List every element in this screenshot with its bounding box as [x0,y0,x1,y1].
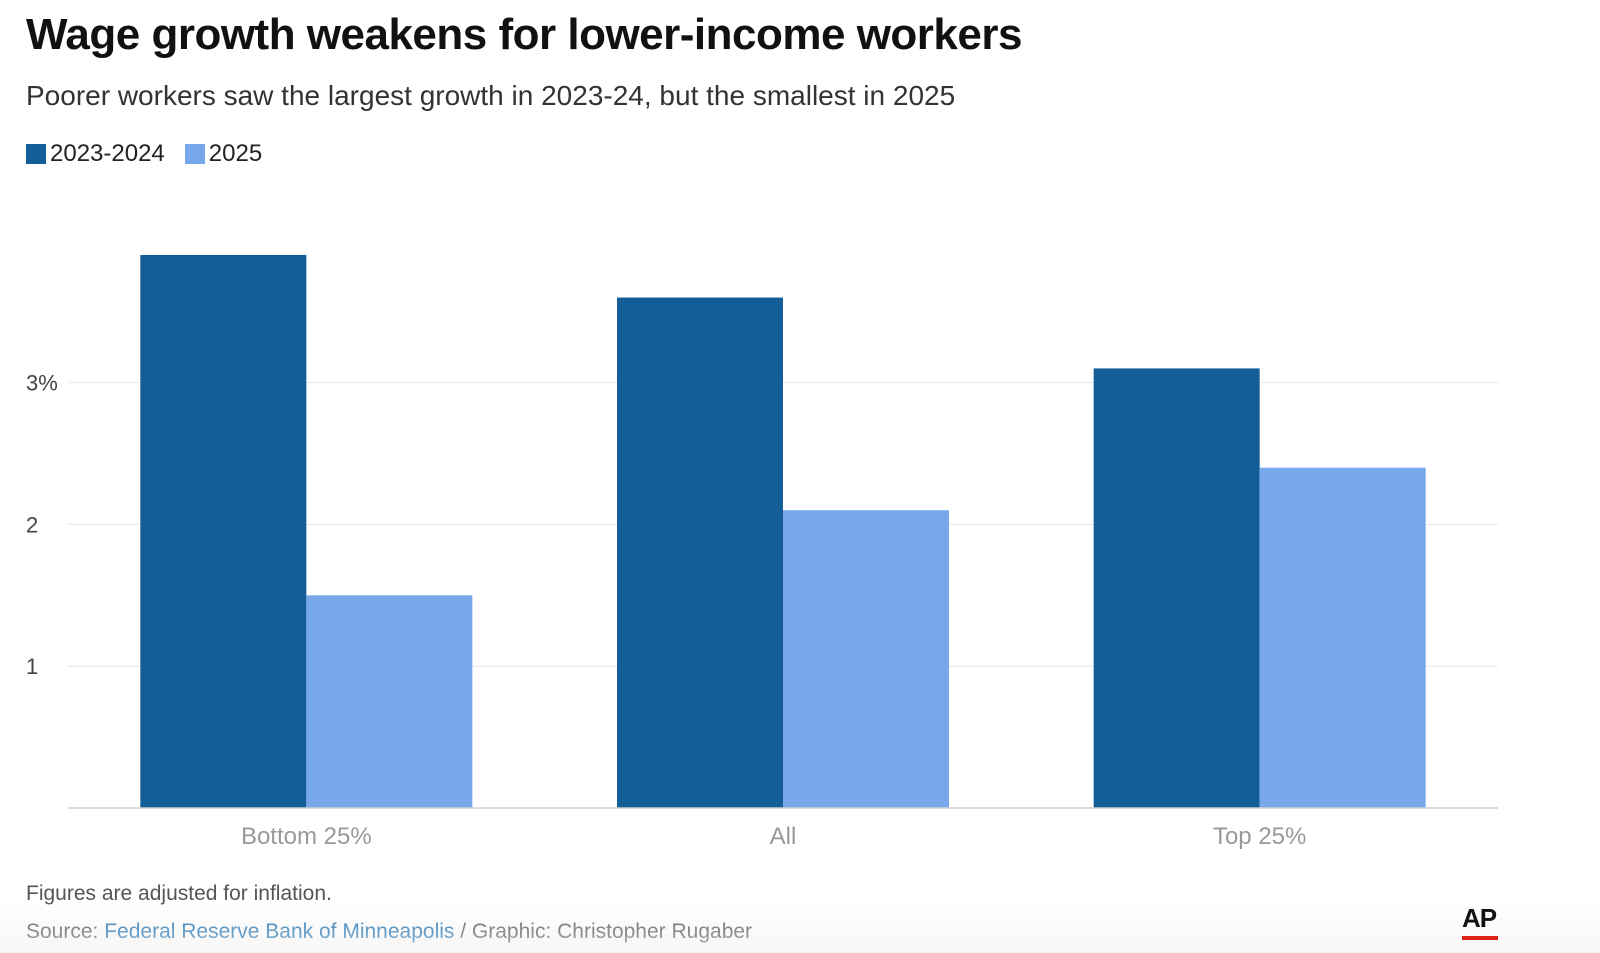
legend: 2023-2024 2025 [26,140,282,168]
footnote: Figures are adjusted for inflation. [26,882,332,905]
bar-2023-2024-bottom-25- [140,254,307,809]
legend-item-2023-2024: 2023-2024 [26,140,165,168]
legend-label-2023-2024: 2023-2024 [50,140,165,167]
ap-logo: AP [1462,903,1497,933]
chart-subtitle: Poorer workers saw the largest growth in… [26,80,956,111]
x-category-label-0: Bottom 25% [241,823,372,850]
bar-2023-2024-all [617,297,783,808]
source-link[interactable]: Federal Reserve Bank of Minneapolis [104,920,455,943]
x-category-label-2: Top 25% [1213,823,1306,850]
bar-2025-bottom-25- [306,595,473,808]
source-line: Source: Federal Reserve Bank of Minneapo… [26,920,752,944]
source-suffix: / Graphic: Christopher Rugaber [454,920,753,943]
ap-logo-underline [1462,936,1498,940]
bar-2025-top-25- [1259,467,1426,808]
y-tick-label-0: 1 [26,654,38,679]
bar-2023-2024-top-25- [1093,368,1260,808]
chart-title: Wage growth weakens for lower-income wor… [26,10,1022,59]
y-tick-label-1: 2 [26,512,38,537]
x-category-label-1: All [770,823,797,850]
bar-2025-all [783,510,949,808]
legend-swatch-2023-2024 [26,144,46,164]
source-prefix: Source: [26,920,105,943]
y-tick-label-2: 3% [26,371,58,396]
legend-item-2025: 2025 [184,140,263,168]
legend-swatch-2025 [184,144,205,164]
legend-label-2025: 2025 [208,140,263,167]
